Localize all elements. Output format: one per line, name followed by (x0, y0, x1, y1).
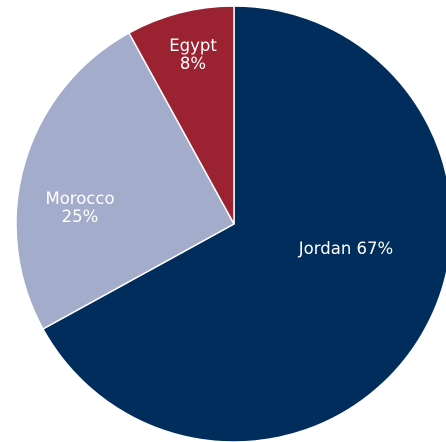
pie-slices (15, 5, 446, 442)
pie-label-name: Egypt (169, 36, 217, 55)
pie-label-egypt: Egypt 8% (169, 36, 217, 73)
pie-slice-egypt (128, 5, 235, 225)
pie-label-jordan: Jordan 67% (298, 239, 393, 258)
pie-slice-jordan (42, 5, 446, 442)
pie-slice-morocco (15, 32, 235, 330)
pie-label-name: Jordan (298, 239, 352, 258)
pie-label-value: 25% (62, 207, 99, 226)
pie-labels: Jordan 67% Morocco 25% Egypt 8% (45, 36, 393, 258)
pie-label-value: 67% (351, 239, 393, 258)
pie-label-value: 8% (180, 54, 206, 73)
pie-label-morocco: Morocco 25% (45, 189, 114, 226)
pie-label-name: Morocco (45, 189, 114, 208)
